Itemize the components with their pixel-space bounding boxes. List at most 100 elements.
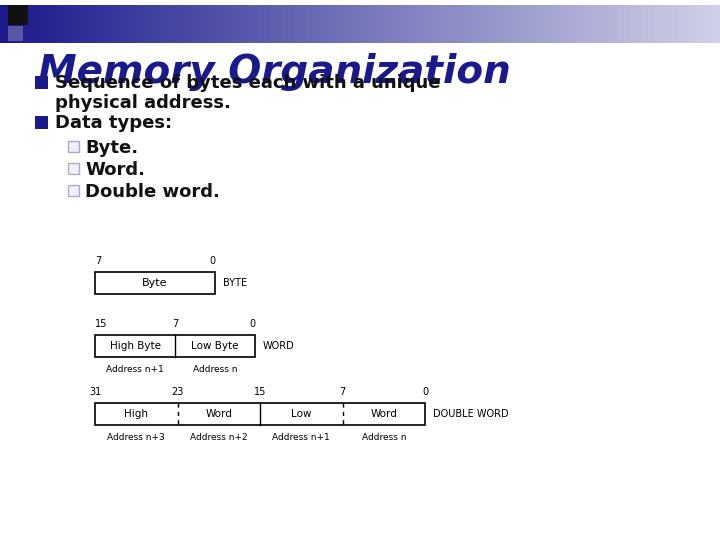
Bar <box>245 5 247 43</box>
Bar <box>5 5 7 43</box>
Bar <box>132 5 135 43</box>
Bar <box>535 5 538 43</box>
Bar <box>660 5 662 43</box>
Bar <box>439 5 441 43</box>
Bar <box>506 5 509 43</box>
Bar <box>34 5 36 43</box>
Bar <box>451 5 454 43</box>
Bar <box>670 5 672 43</box>
Bar <box>675 5 677 43</box>
Bar <box>336 5 338 43</box>
Bar <box>101 5 103 43</box>
Bar <box>576 5 578 43</box>
Bar <box>106 5 108 43</box>
Text: Address n: Address n <box>193 364 238 374</box>
FancyBboxPatch shape <box>68 163 79 174</box>
Bar <box>499 5 502 43</box>
Bar <box>233 5 235 43</box>
Text: Address n+2: Address n+2 <box>190 433 248 442</box>
Bar <box>430 5 432 43</box>
Bar <box>50 5 53 43</box>
Bar <box>120 5 122 43</box>
Bar <box>113 5 115 43</box>
Bar <box>427 5 430 43</box>
Bar <box>662 5 665 43</box>
Text: Double word.: Double word. <box>85 183 220 201</box>
Bar <box>70 5 72 43</box>
Bar <box>564 5 567 43</box>
Bar <box>254 5 257 43</box>
Bar <box>545 5 547 43</box>
Text: Word: Word <box>205 409 232 419</box>
Bar <box>274 5 276 43</box>
Bar <box>276 5 279 43</box>
Bar <box>585 5 588 43</box>
Bar <box>667 5 670 43</box>
Bar <box>127 5 130 43</box>
Bar <box>257 5 259 43</box>
Bar <box>153 5 156 43</box>
Bar <box>207 5 209 43</box>
Bar <box>214 5 216 43</box>
Bar <box>538 5 540 43</box>
Bar <box>639 5 641 43</box>
Bar <box>95 335 255 357</box>
Bar <box>504 5 506 43</box>
Bar <box>382 5 384 43</box>
Bar <box>415 5 418 43</box>
Bar <box>646 5 648 43</box>
Bar <box>698 5 701 43</box>
Bar <box>425 5 427 43</box>
Bar <box>288 5 290 43</box>
Bar <box>665 5 667 43</box>
Bar <box>379 5 382 43</box>
Bar <box>583 5 585 43</box>
Text: 0: 0 <box>209 256 215 266</box>
Bar <box>502 5 504 43</box>
Bar <box>144 5 146 43</box>
Bar <box>43 5 45 43</box>
Bar <box>713 5 715 43</box>
Bar <box>552 5 554 43</box>
Bar <box>492 5 495 43</box>
Text: Address n+1: Address n+1 <box>272 433 330 442</box>
Bar <box>629 5 631 43</box>
Text: 7: 7 <box>172 319 178 329</box>
Bar <box>367 5 369 43</box>
Bar <box>653 5 655 43</box>
Bar <box>259 5 261 43</box>
Bar <box>605 5 607 43</box>
Text: 7: 7 <box>339 387 346 397</box>
Bar <box>228 5 230 43</box>
Bar <box>235 5 238 43</box>
Text: physical address.: physical address. <box>55 94 231 112</box>
Bar <box>549 5 552 43</box>
Text: 15: 15 <box>254 387 266 397</box>
Bar <box>247 5 250 43</box>
Bar <box>192 5 194 43</box>
Bar <box>53 5 55 43</box>
Bar <box>95 403 425 425</box>
Text: Byte: Byte <box>143 278 168 288</box>
Bar <box>521 5 523 43</box>
Bar <box>338 5 341 43</box>
Bar <box>243 5 245 43</box>
Bar <box>360 5 362 43</box>
Bar <box>95 272 215 294</box>
Bar <box>468 5 470 43</box>
Bar <box>523 5 526 43</box>
Bar <box>290 5 293 43</box>
Bar <box>125 5 127 43</box>
Bar <box>437 5 439 43</box>
Bar <box>158 5 161 43</box>
Text: 15: 15 <box>95 319 107 329</box>
Bar <box>603 5 605 43</box>
Text: Address n: Address n <box>361 433 406 442</box>
Bar <box>701 5 703 43</box>
Text: Byte.: Byte. <box>85 139 138 157</box>
Bar <box>362 5 365 43</box>
Bar <box>230 5 233 43</box>
Text: 7: 7 <box>95 256 102 266</box>
Bar <box>300 5 302 43</box>
Bar <box>689 5 691 43</box>
